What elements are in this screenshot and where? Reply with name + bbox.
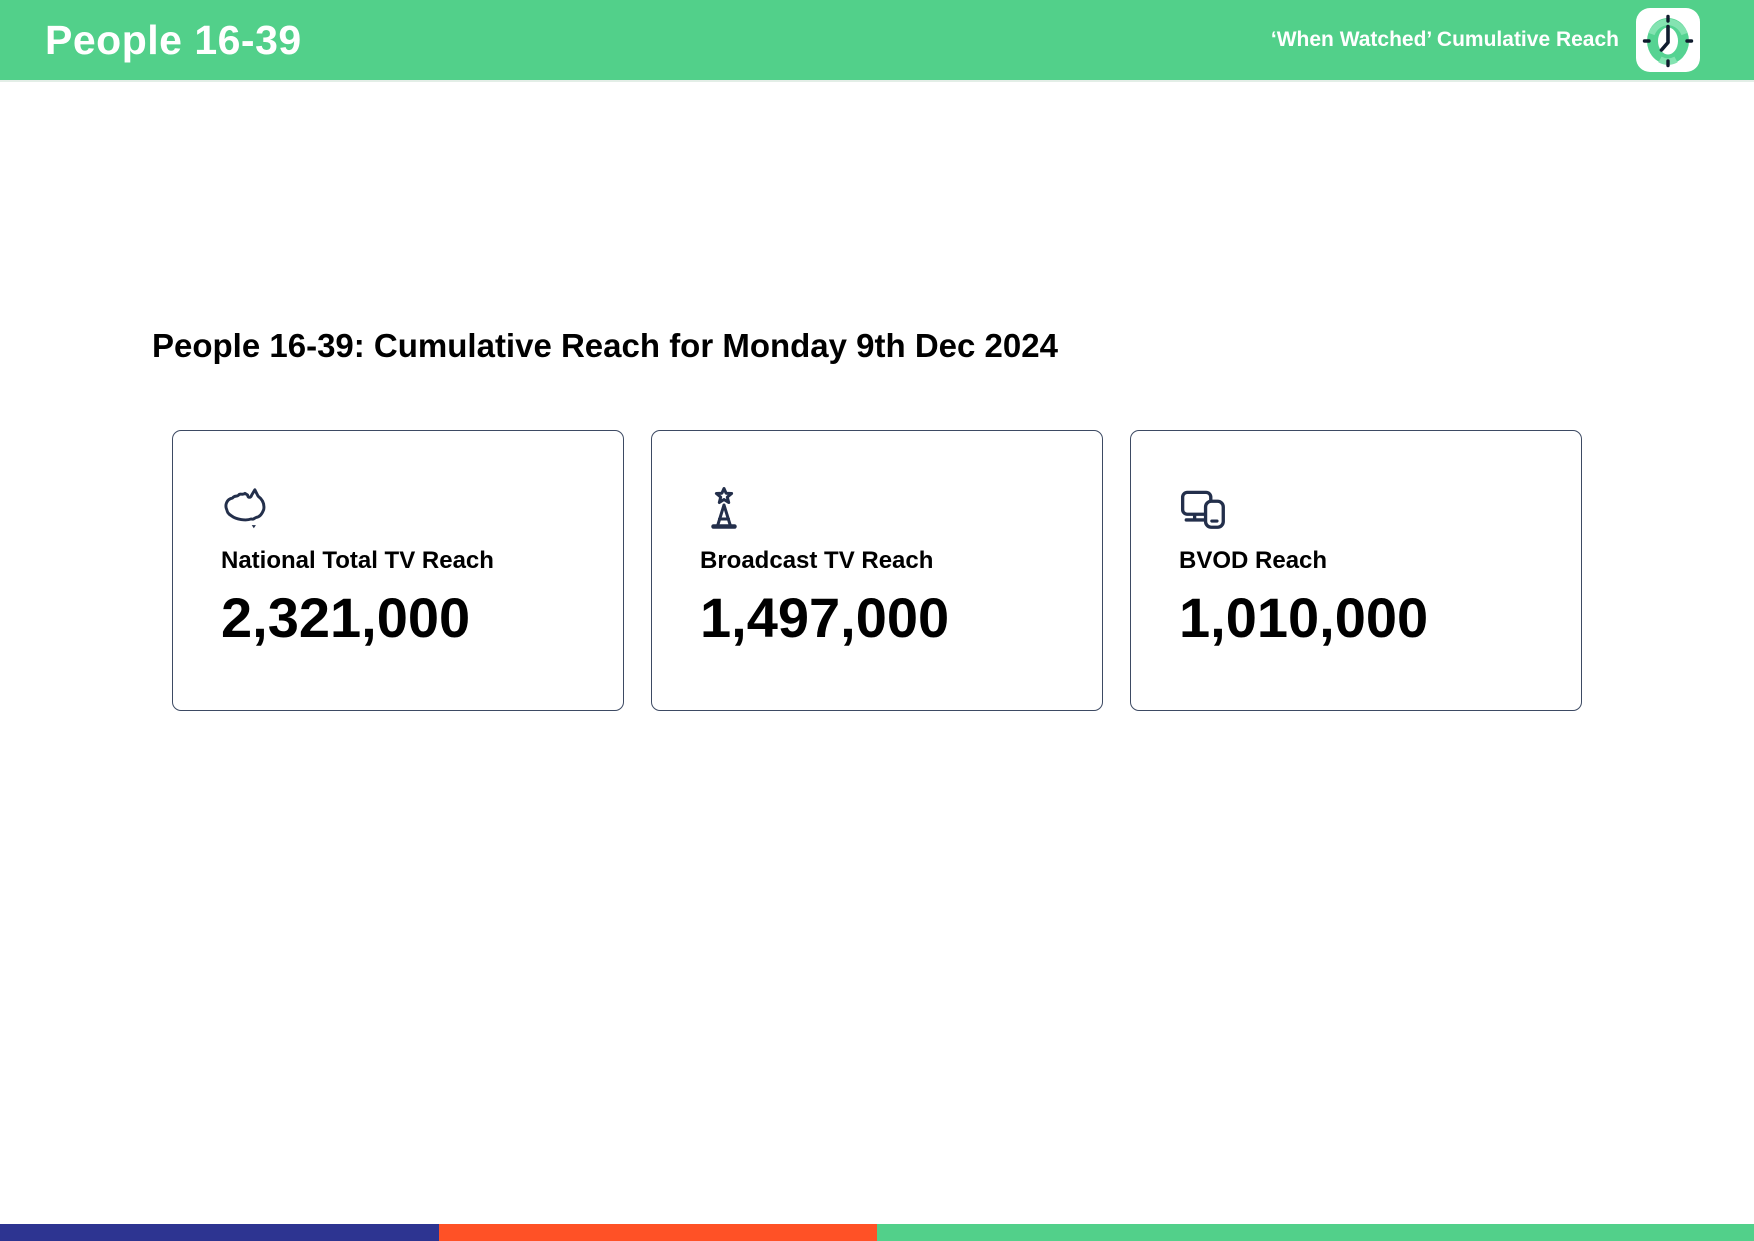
card-national-total-tv-reach: National Total TV Reach 2,321,000 (172, 429, 624, 711)
header-bar: People 16-39 ‘When Watched’ Cumulative R… (0, 0, 1754, 82)
card-broadcast-tv-reach: Broadcast TV Reach 1,497,000 (651, 429, 1103, 711)
report-heading: People 16-39: Cumulative Reach for Monda… (152, 327, 1058, 364)
report-subtitle: ‘When Watched’ Cumulative Reach (1270, 28, 1619, 51)
card-value: 2,321,000 (221, 586, 471, 650)
australia-map-icon (221, 485, 603, 533)
kpi-cards: National Total TV Reach 2,321,000 Broadc… (172, 429, 1582, 711)
devices-icon (1179, 485, 1561, 533)
card-label: National Total TV Reach (221, 546, 494, 574)
header-right-group: ‘When Watched’ Cumulative Reach (1271, 8, 1700, 72)
clock-badge-icon (1636, 8, 1700, 72)
page-title: People 16-39 (45, 16, 302, 63)
card-label: BVOD Reach (1179, 546, 1328, 574)
footer-color-bar (0, 1224, 1754, 1241)
footer-segment-green (877, 1224, 1754, 1241)
footer-segment-orange (438, 1224, 877, 1241)
card-value: 1,497,000 (700, 586, 950, 650)
card-label: Broadcast TV Reach (700, 546, 934, 574)
broadcast-tower-icon (700, 485, 1082, 533)
card-value: 1,010,000 (1179, 586, 1429, 650)
footer-segment-navy (0, 1224, 439, 1241)
card-bvod-reach: BVOD Reach 1,010,000 (1130, 429, 1582, 711)
